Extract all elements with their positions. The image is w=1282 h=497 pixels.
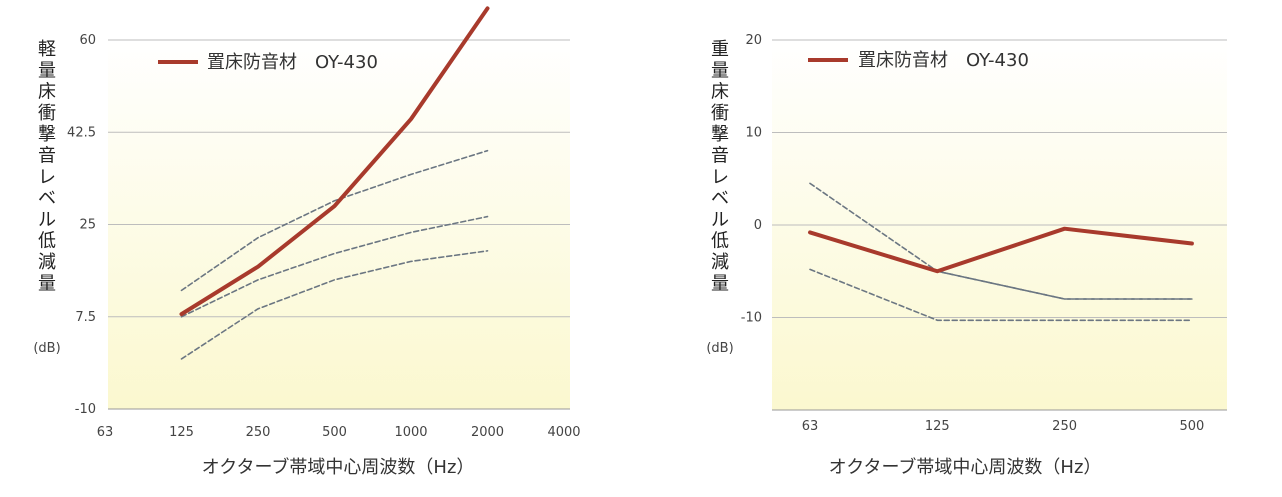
y-axis-label-char: 衝 [38, 103, 56, 124]
y-tick-label: 0 [754, 218, 762, 233]
x-tick-label: 125 [169, 425, 194, 440]
series-line-reference [180, 149, 489, 292]
y-axis-label-char: 量 [38, 60, 56, 81]
y-axis-label-char: 量 [711, 273, 729, 294]
x-tick-label: 2000 [471, 425, 504, 440]
y-axis-label-char: 量 [711, 60, 729, 81]
y-axis-label-char: 低 [711, 231, 729, 252]
y-axis-label-char: レ [711, 167, 729, 188]
y-axis-label-char: 低 [38, 231, 56, 252]
x-tick-label: 250 [246, 425, 271, 440]
y-axis-label-char: ル [38, 209, 56, 230]
y-tick-label: 7.5 [75, 310, 96, 325]
x-tick-label: 500 [322, 425, 347, 440]
y-axis-label-char: 重 [711, 39, 729, 60]
y-tick-label: -10 [75, 402, 96, 417]
legend-label: 置床防音材 OY-430 [207, 52, 378, 73]
x-tick-label: 500 [1179, 419, 1204, 434]
y-axis-label-char: 撃 [38, 124, 56, 145]
x-tick-label: 1000 [394, 425, 427, 440]
y-axis-label-char: ル [711, 209, 729, 230]
y-tick-label: 20 [745, 33, 762, 48]
y-tick-label: -10 [741, 311, 762, 326]
y-tick-label: 60 [79, 33, 96, 48]
y-axis-label-char: ベ [711, 188, 729, 209]
y-axis-label-char: 減 [38, 252, 56, 273]
y-axis-label-char: 減 [711, 252, 729, 273]
y-axis-label-char: ベ [38, 188, 56, 209]
x-tick-label: 4000 [547, 425, 580, 440]
y-axis-label-char: 床 [38, 82, 56, 103]
y-axis-label-char: 量 [38, 273, 56, 294]
x-axis-label: オクターブ帯域中心周波数（Hz） [829, 456, 1102, 478]
y-tick-label: 10 [745, 126, 762, 141]
y-axis-label-char: 撃 [711, 124, 729, 145]
series-line-main [808, 226, 1194, 274]
y-axis-unit: (dB) [706, 341, 733, 356]
series-line-reference [809, 182, 1193, 300]
series-line-main [179, 6, 490, 317]
y-axis-label-char: 音 [38, 146, 56, 167]
x-axis-label: オクターブ帯域中心周波数（Hz） [202, 456, 475, 478]
y-tick-label: 42.5 [67, 125, 96, 140]
y-axis-label-char: 床 [711, 82, 729, 103]
x-tick-label: 63 [97, 425, 114, 440]
series-line-reference [180, 250, 489, 360]
x-tick-label: 63 [802, 419, 819, 434]
series-line-reference [180, 215, 489, 318]
y-axis-label-char: レ [38, 167, 56, 188]
x-tick-label: 125 [925, 419, 950, 434]
x-tick-label: 250 [1052, 419, 1077, 434]
y-axis-label-char: 衝 [711, 103, 729, 124]
y-axis-label-char: 音 [711, 146, 729, 167]
legend-label: 置床防音材 OY-430 [858, 50, 1029, 71]
y-tick-label: 25 [79, 218, 96, 233]
y-axis-unit: (dB) [33, 341, 60, 356]
y-axis-label-char: 軽 [38, 39, 56, 60]
series-line-reference [809, 268, 1193, 322]
